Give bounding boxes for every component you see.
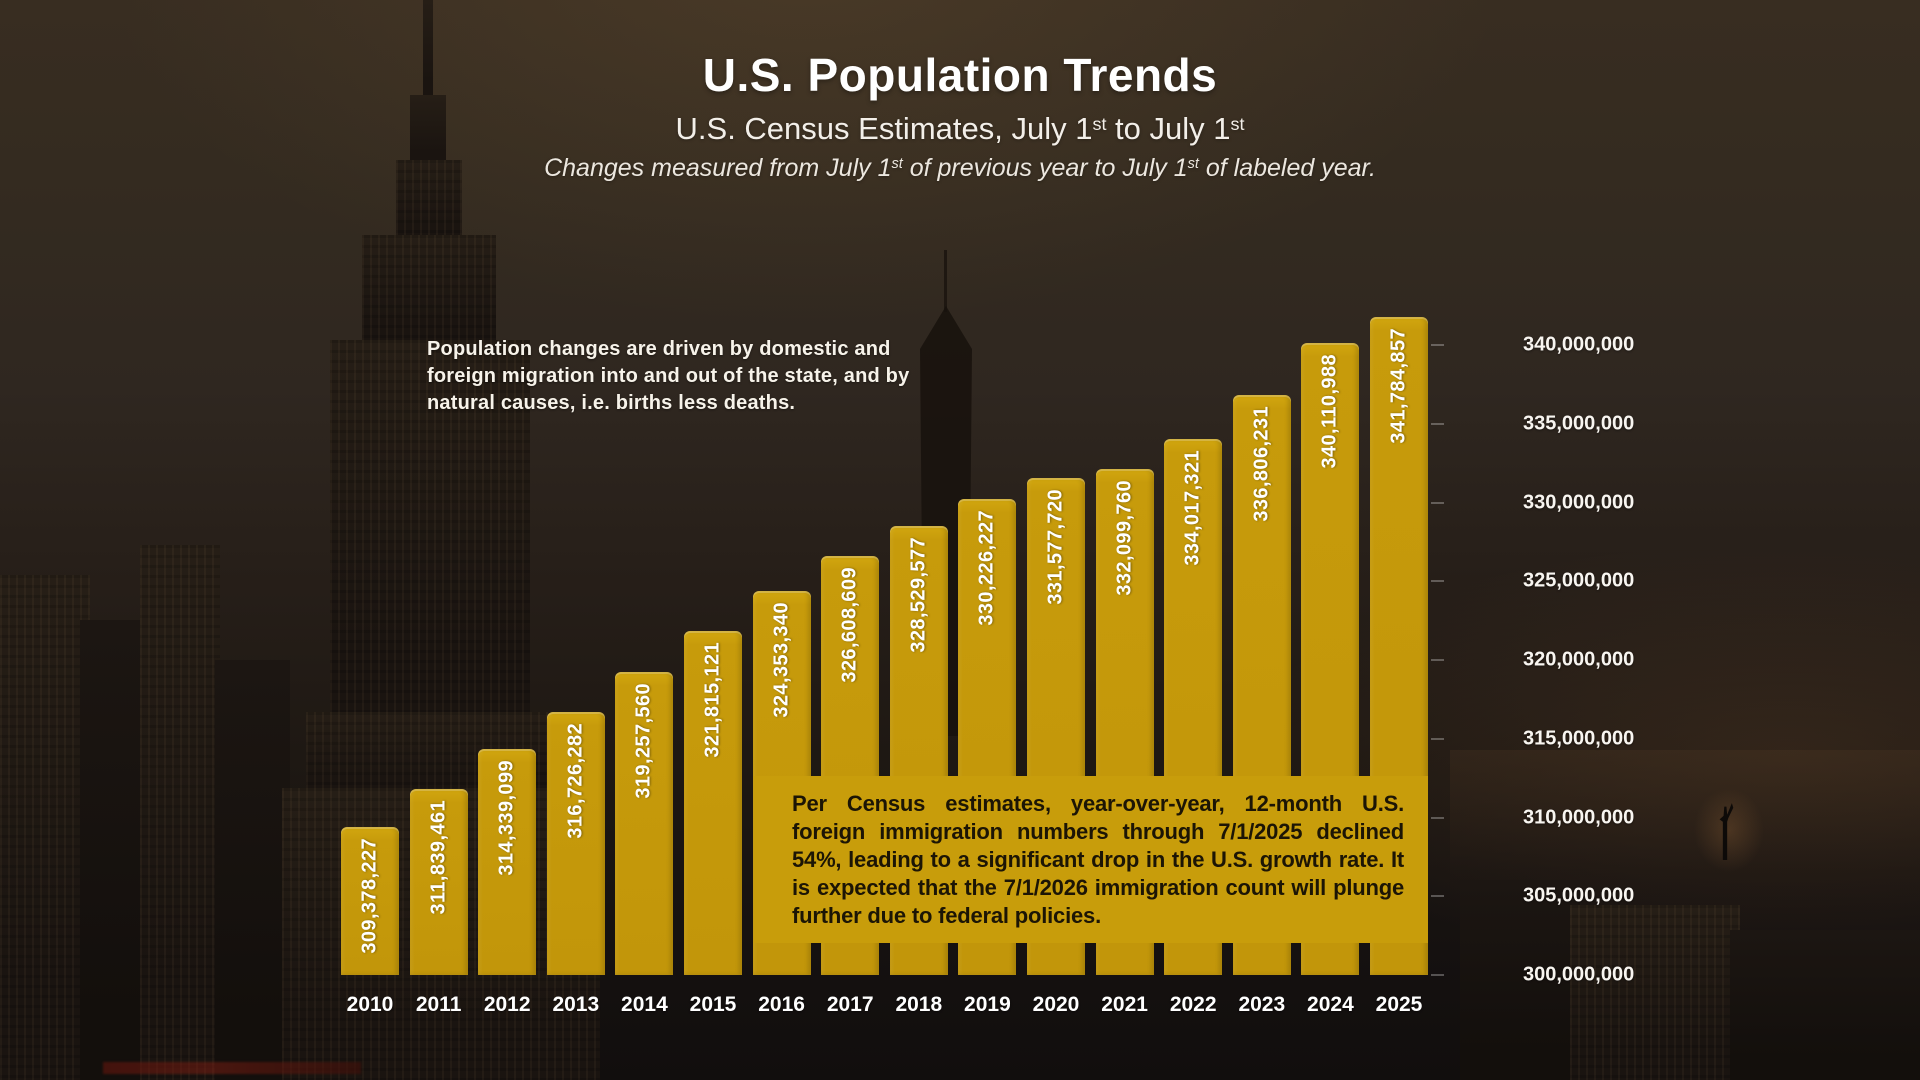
- y-axis-label: 305,000,000: [1523, 884, 1635, 907]
- y-axis-tick: [1431, 895, 1444, 898]
- y-axis-tick: [1431, 816, 1444, 819]
- subtitle-text: to July 1: [1106, 111, 1231, 146]
- city-building-silhouette: [1570, 905, 1740, 1080]
- bar-value-label-2018: 328,529,577: [907, 536, 930, 653]
- x-axis-label-2012: 2012: [483, 993, 531, 1016]
- bar-value-label-2017: 326,608,609: [838, 566, 861, 683]
- city-building-silhouette: [80, 620, 150, 1080]
- header: U.S. Population Trends U.S. Census Estim…: [0, 48, 1920, 183]
- x-axis-label-2021: 2021: [1101, 993, 1148, 1016]
- bar-value-label-2019: 330,226,227: [975, 509, 998, 626]
- y-axis-label: 340,000,000: [1523, 333, 1635, 356]
- bar-value-label-2022: 334,017,321: [1181, 450, 1204, 566]
- bar-value-label-2015: 321,815,121: [701, 642, 724, 759]
- y-axis-label: 325,000,000: [1523, 569, 1635, 592]
- bar-value-label-2010: 309,378,227: [358, 838, 381, 954]
- note-superscript: st: [1187, 156, 1199, 173]
- empire-state-upper-tower-silhouette: [362, 235, 496, 347]
- bar-value-label-2016: 324,353,340: [770, 602, 793, 719]
- x-axis-label-2025: 2025: [1375, 993, 1423, 1016]
- city-building-silhouette: [140, 545, 220, 1080]
- empire-state-shaft-silhouette: [330, 340, 530, 720]
- harbor-water: [1450, 750, 1920, 900]
- bar-value-label-2025: 341,784,857: [1387, 327, 1410, 444]
- x-axis-label-2022: 2022: [1169, 993, 1217, 1016]
- x-axis-label-2017: 2017: [826, 993, 874, 1016]
- y-axis-tick: [1431, 501, 1444, 504]
- measurement-note: Changes measured from July 1st of previo…: [0, 154, 1920, 183]
- x-axis-label-2010: 2010: [346, 993, 394, 1016]
- y-axis-label: 300,000,000: [1523, 963, 1635, 986]
- x-axis-label-2023: 2023: [1238, 993, 1286, 1016]
- city-building-silhouette: [215, 660, 290, 1080]
- y-axis-label: 310,000,000: [1523, 806, 1635, 828]
- x-axis-label-2014: 2014: [621, 993, 668, 1016]
- subtitle-superscript: st: [1092, 113, 1107, 134]
- y-axis-tick: [1431, 344, 1444, 346]
- bar-value-label-2013: 316,726,282: [564, 722, 587, 839]
- empire-state-mast-silhouette: [410, 95, 446, 167]
- bar-2010: 309,378,227: [341, 827, 399, 975]
- bar-2012: 314,339,099: [478, 749, 537, 975]
- statue-of-liberty-glow: [1694, 788, 1764, 872]
- city-building-silhouette: [1460, 880, 1580, 1080]
- bar-value-label-2023: 336,806,231: [1250, 406, 1273, 522]
- bar-value-label-2021: 332,099,760: [1113, 480, 1136, 597]
- subtitle: U.S. Census Estimates, July 1st to July …: [0, 111, 1920, 147]
- bar-value-label-2012: 314,339,099: [495, 760, 518, 876]
- bar-2014: 319,257,560: [615, 671, 674, 975]
- y-axis-tick: [1431, 974, 1444, 976]
- x-axis-label-2019: 2019: [964, 993, 1011, 1016]
- note-superscript: st: [891, 156, 903, 173]
- x-axis-label-2020: 2020: [1032, 993, 1080, 1016]
- y-axis-label: 315,000,000: [1523, 727, 1635, 750]
- x-axis-label-2013: 2013: [552, 993, 600, 1016]
- bar-value-label-2024: 340,110,988: [1318, 354, 1341, 469]
- x-axis-label-2015: 2015: [689, 993, 737, 1016]
- empire-state-observation-tier-silhouette: [396, 160, 462, 242]
- immigration-annotation-text: Per Census estimates, year-over-year, 12…: [792, 791, 1404, 928]
- x-axis-label-2016: 2016: [758, 993, 805, 1016]
- y-axis-label: 335,000,000: [1523, 412, 1635, 435]
- bar-value-label-2020: 331,577,720: [1044, 488, 1067, 605]
- x-axis-label-2018: 2018: [895, 993, 943, 1016]
- x-axis-label-2024: 2024: [1307, 993, 1354, 1016]
- y-axis-tick: [1431, 580, 1444, 583]
- city-building-silhouette: [0, 575, 90, 1080]
- y-axis-tick: [1431, 737, 1444, 740]
- note-text: Changes measured from July 1: [544, 154, 892, 182]
- bar-2013: 316,726,282: [546, 711, 605, 975]
- y-axis-tick: [1431, 659, 1444, 661]
- bar-2015: 321,815,121: [684, 631, 742, 975]
- empire-state-antenna-silhouette: [423, 0, 433, 102]
- x-axis-label-2011: 2011: [415, 993, 462, 1016]
- y-axis-label: 320,000,000: [1523, 648, 1635, 671]
- y-axis-label: 330,000,000: [1523, 491, 1635, 513]
- one-wtc-spire-silhouette: [944, 250, 947, 312]
- bar-2011: 311,839,461: [409, 788, 468, 975]
- subtitle-superscript: st: [1230, 113, 1245, 134]
- note-text: of previous year to July 1: [902, 154, 1188, 182]
- y-axis-tick: [1431, 422, 1444, 425]
- lit-rooftop-strip: [103, 1062, 361, 1074]
- note-text: of labeled year.: [1198, 154, 1376, 182]
- page-title: U.S. Population Trends: [702, 49, 1218, 101]
- subtitle-text: U.S. Census Estimates, July 1: [675, 111, 1093, 146]
- bar-value-label-2011: 311,839,461: [427, 799, 450, 915]
- population-drivers-note: Population changes are driven by domesti…: [427, 338, 910, 414]
- immigration-annotation-box: Per Census estimates, year-over-year, 12…: [754, 776, 1428, 943]
- city-building-silhouette: [1730, 930, 1920, 1080]
- bar-value-label-2014: 319,257,560: [632, 682, 655, 799]
